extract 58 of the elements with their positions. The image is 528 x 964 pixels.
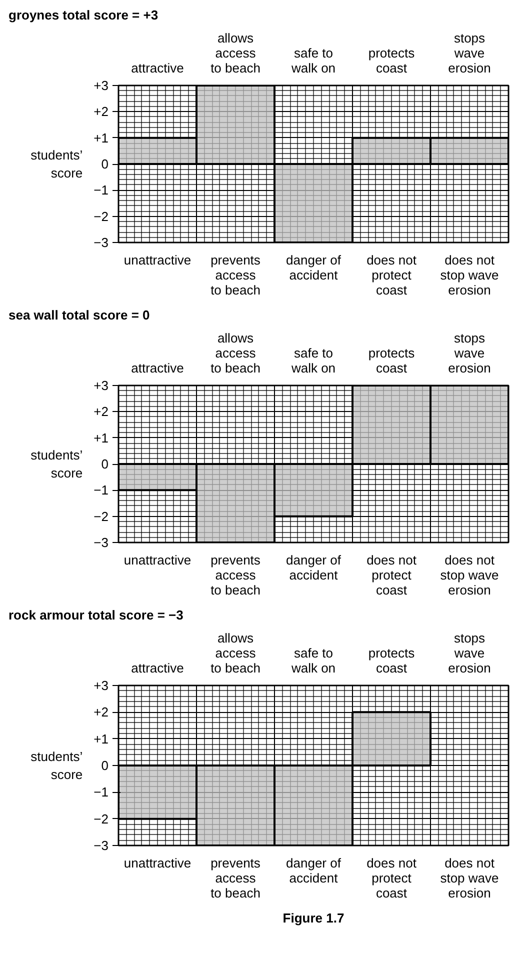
text: attractive bbox=[131, 360, 184, 376]
x-tick-label: unattractive bbox=[124, 252, 192, 268]
x-tick-label: prevents access to beach bbox=[210, 252, 261, 298]
chart-title: sea wall total score = 0 bbox=[8, 308, 150, 322]
y-tick-label: −2 bbox=[94, 811, 109, 826]
text: attractive bbox=[131, 660, 184, 676]
y-axis-title: students’ score bbox=[30, 148, 83, 180]
x-tick-label: does not protect coast bbox=[366, 252, 417, 298]
y-tick-label: 0 bbox=[101, 156, 109, 172]
y-tick-label: +2 bbox=[94, 404, 109, 420]
y-tick-label: −3 bbox=[94, 235, 109, 250]
y-tick-label: −1 bbox=[94, 482, 109, 498]
y-tick-label: +1 bbox=[94, 731, 109, 746]
text: protects coast bbox=[368, 46, 416, 76]
x-tick-label: unattractive bbox=[124, 856, 192, 870]
y-tick-label: −2 bbox=[94, 508, 109, 524]
text: allows access to beach bbox=[210, 30, 260, 76]
x-tick-label: danger of accident bbox=[286, 856, 342, 886]
chart-title: groynes total score = +3 bbox=[8, 8, 158, 22]
caption: Figure 1.7 bbox=[282, 910, 344, 926]
y-tick-label: −2 bbox=[94, 208, 109, 224]
text: protects coast bbox=[368, 646, 416, 676]
x-tick-label: danger of accident bbox=[286, 552, 342, 582]
x-tick-label: does not stop wave erosion bbox=[440, 856, 499, 900]
x-tick-label: danger of accident bbox=[286, 252, 342, 282]
text: safe to walk on bbox=[290, 346, 336, 376]
x-tick-label: unattractive bbox=[124, 552, 192, 568]
y-tick-label: −3 bbox=[94, 838, 109, 853]
text: attractive bbox=[131, 60, 184, 76]
y-axis-title: students’ score bbox=[30, 448, 83, 480]
text: protects coast bbox=[368, 346, 416, 376]
y-tick-label: +1 bbox=[94, 430, 109, 446]
text: allows access to beach bbox=[210, 630, 260, 676]
x-tick-label: prevents access to beach bbox=[210, 856, 261, 900]
y-tick-label: −3 bbox=[94, 535, 109, 550]
text: stops wave erosion bbox=[448, 30, 491, 76]
text: stops wave erosion bbox=[448, 330, 491, 376]
text: safe to walk on bbox=[290, 646, 336, 676]
y-tick-label: +2 bbox=[94, 704, 109, 720]
x-tick-label: does not stop wave erosion bbox=[440, 552, 499, 598]
y-tick-label: +3 bbox=[94, 378, 109, 393]
x-tick-label: does not stop wave erosion bbox=[440, 252, 499, 298]
y-tick-label: −1 bbox=[94, 784, 109, 800]
text: allows access to beach bbox=[210, 330, 260, 376]
y-tick-label: −1 bbox=[94, 182, 109, 198]
x-tick-label: prevents access to beach bbox=[210, 552, 261, 598]
x-tick-label: does not protect coast bbox=[366, 856, 417, 900]
y-tick-label: +3 bbox=[94, 78, 109, 93]
text: safe to walk on bbox=[290, 46, 336, 76]
text: stops wave erosion bbox=[448, 630, 491, 676]
chart-title: rock armour total score = −3 bbox=[8, 608, 184, 622]
y-tick-label: +2 bbox=[94, 104, 109, 120]
y-axis-title: students’ score bbox=[30, 749, 83, 782]
y-tick-label: 0 bbox=[101, 758, 109, 773]
y-tick-label: +3 bbox=[94, 678, 109, 693]
y-tick-label: 0 bbox=[101, 456, 109, 472]
x-tick-label: does not protect coast bbox=[366, 552, 417, 598]
y-tick-label: +1 bbox=[94, 130, 109, 146]
